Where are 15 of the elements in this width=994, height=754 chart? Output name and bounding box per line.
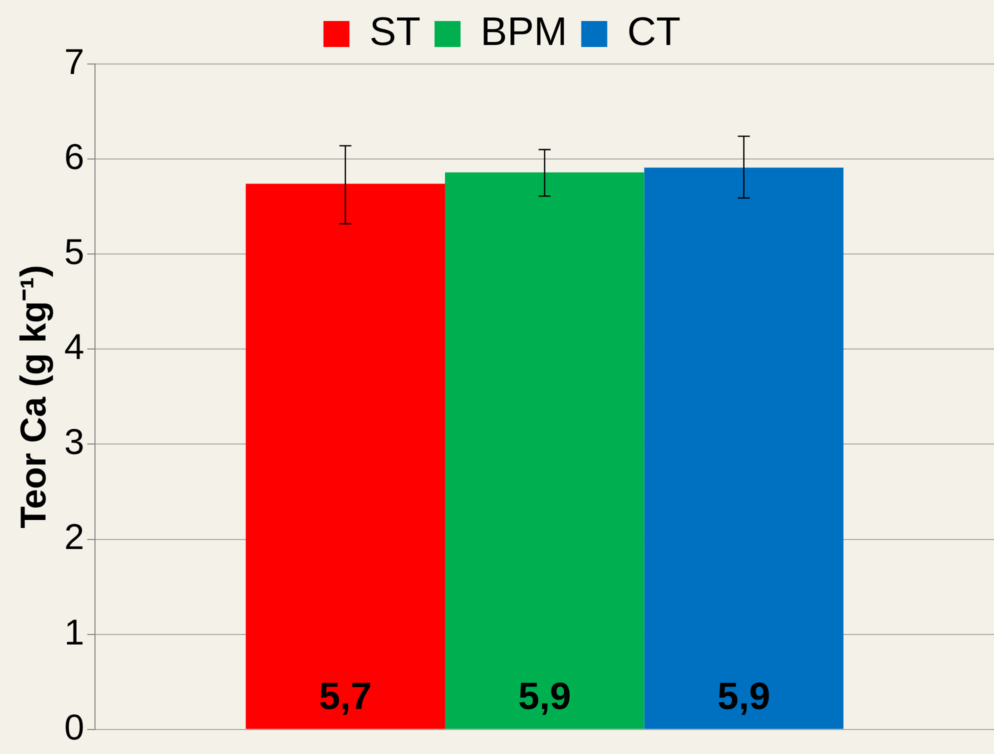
y-tick-label: 6 <box>64 136 84 177</box>
legend-label: CT <box>627 10 681 54</box>
y-tick-label: 2 <box>64 516 84 558</box>
y-tick-label: 5 <box>64 231 84 272</box>
y-tick-label: 3 <box>64 421 84 462</box>
legend-label: BPM <box>480 10 568 54</box>
data-label: 5,9 <box>518 676 572 718</box>
legend-label: ST <box>369 10 421 54</box>
y-axis-title: Teor Ca (g kg⁻¹) <box>12 265 54 528</box>
y-tick-label: 7 <box>64 40 84 82</box>
y-tick-label: 4 <box>64 326 84 368</box>
y-tick-label: 1 <box>64 611 84 652</box>
data-label: 5,9 <box>717 676 770 718</box>
y-tick-label: 0 <box>64 706 84 748</box>
data-label: 5,7 <box>318 676 372 718</box>
